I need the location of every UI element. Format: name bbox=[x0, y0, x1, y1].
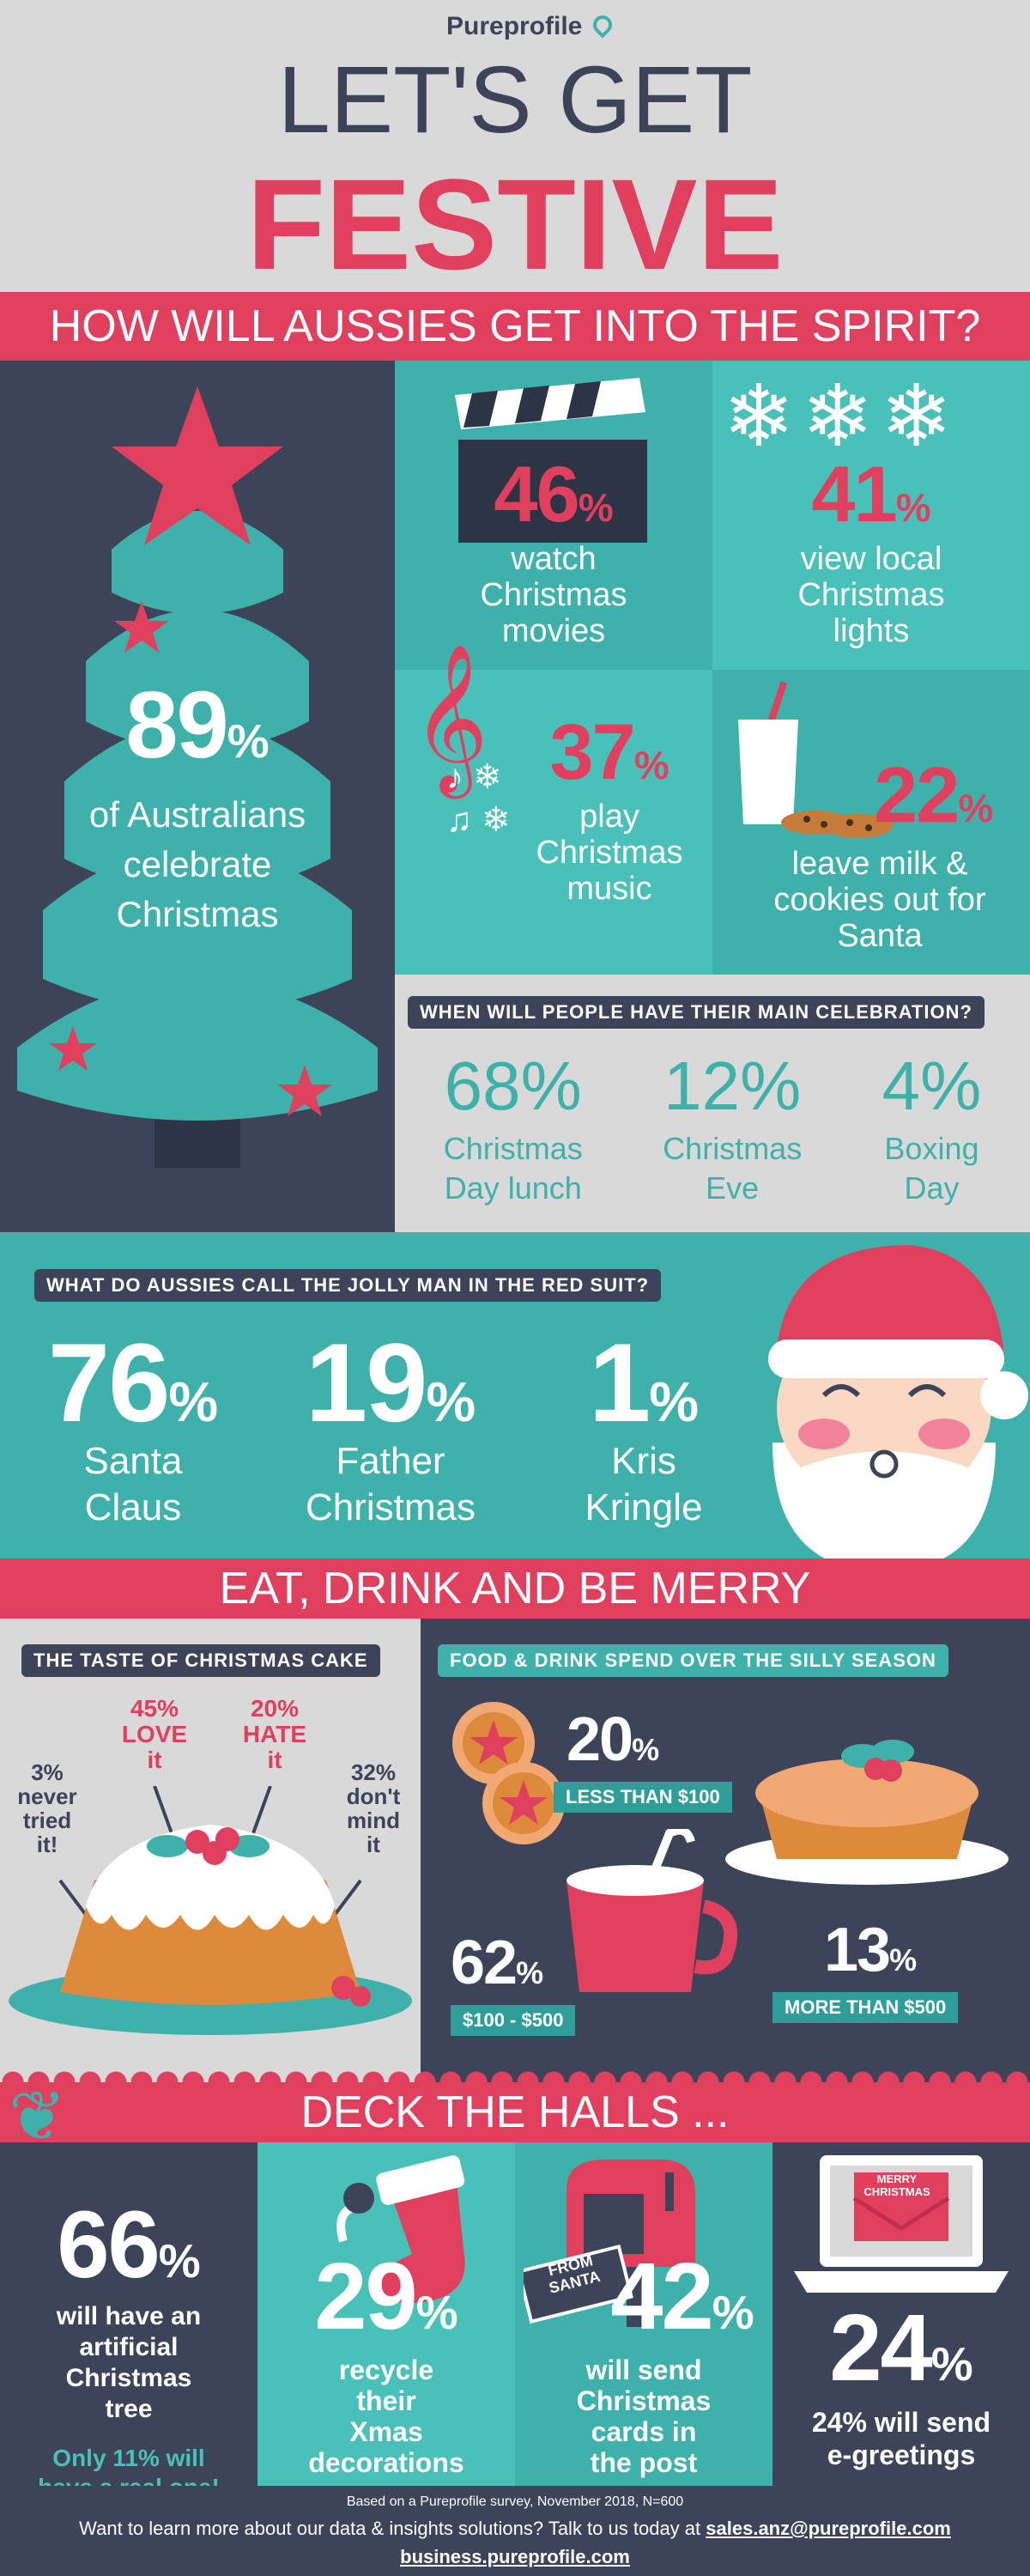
music-pct: 37 bbox=[549, 708, 635, 796]
milk-cookies-icon bbox=[738, 681, 893, 838]
laptop-icon bbox=[794, 2155, 1009, 2293]
brand-name: Pureprofile bbox=[446, 12, 583, 40]
lights-stat: 41% view local Christmas lights bbox=[712, 455, 1030, 649]
recycle-stat: 29% recycle their Xmas decorations bbox=[308, 2244, 464, 2479]
header-line1: LET'S GET bbox=[277, 47, 753, 153]
christmas-tree-icon bbox=[17, 386, 378, 1168]
stocking-icon bbox=[336, 2155, 465, 2303]
pie-dish-icon bbox=[725, 1740, 1009, 1885]
cake-hate-label: 20% HATE it bbox=[242, 1695, 307, 1773]
snowflake-icons: ❄❄❄ bbox=[723, 374, 1023, 459]
lights-text: view local Christmas lights bbox=[797, 541, 945, 649]
footer-url-link[interactable]: business.pureprofile.com bbox=[400, 2546, 630, 2567]
movies-text: watch Christmas movies bbox=[480, 541, 627, 649]
cake-mind-label: 32% don't mind it bbox=[346, 1759, 401, 1857]
music-text: play Christmas music bbox=[536, 799, 683, 907]
spend-62-pct: 62% bbox=[451, 1929, 544, 1997]
celebration-item: 4% Boxing Day bbox=[882, 1048, 982, 1206]
tree-stat-pct: 89 bbox=[125, 672, 228, 778]
celebration-row: 68% Christmas Day lunch 12% Christmas Eve 4%… bbox=[403, 1052, 1021, 1208]
jolly-item: 1% Kris Kringle bbox=[585, 1320, 703, 1528]
hot-chocolate-icon bbox=[566, 1829, 738, 1992]
spend-13-pct: 13% bbox=[824, 1916, 918, 1984]
brand-logo: Pureprofile bbox=[446, 11, 616, 41]
spend-20-pct: 20% bbox=[566, 1705, 660, 1774]
lights-pct: 41 bbox=[811, 451, 897, 538]
footer-cta: Want to learn more about our data & insi… bbox=[0, 2518, 1030, 2540]
deck-banner-text: DECK THE HALLS ... bbox=[300, 2087, 730, 2137]
egreet-stat: 24% 24% will send e-greetings bbox=[811, 2295, 991, 2471]
milk-text: leave milk & cookies out for Santa bbox=[773, 846, 986, 954]
jolly-item: 76% Santa Claus bbox=[47, 1320, 219, 1528]
celebration-title: WHEN WILL PEOPLE HAVE THEIR MAIN CELEBRA… bbox=[408, 996, 985, 1029]
spend-title-text: FOOD & DRINK SPEND OVER THE SILLY SEASON bbox=[438, 1644, 948, 1677]
spend-title: FOOD & DRINK SPEND OVER THE SILLY SEASON bbox=[438, 1644, 948, 1677]
tree-stat: 89% of Australians celebrate Christmas bbox=[52, 678, 343, 939]
location-pin-icon bbox=[589, 11, 616, 39]
cards-stat: 42% will send Christmas cards in the post bbox=[576, 2244, 754, 2479]
holly-icon: ❦ bbox=[9, 2078, 67, 2154]
spend-20-label: LESS THAN $100 bbox=[554, 1782, 732, 1813]
artificial-tree-panel bbox=[0, 2142, 258, 2486]
spend-62-label: $100 - $500 bbox=[451, 2005, 576, 2036]
tree-stat-text: of Australians celebrate Christmas bbox=[88, 794, 306, 934]
jolly-title: WHAT DO AUSSIES CALL THE JOLLY MAN IN TH… bbox=[34, 1269, 662, 1302]
celebration-item: 68% Christmas Day lunch bbox=[443, 1048, 583, 1206]
lights-panel bbox=[712, 361, 1030, 670]
footer-survey: Based on a Pureprofile survey, November … bbox=[346, 2494, 684, 2509]
music-stat: 37% play Christmas music bbox=[506, 713, 712, 907]
milk-pct: 22 bbox=[874, 751, 960, 839]
jolly-item: 19% Father Christmas bbox=[305, 1320, 476, 1528]
cake-title: THE TASTE OF CHRISTMAS CAKE bbox=[21, 1644, 380, 1677]
snowflake-icon: ❄ bbox=[723, 368, 802, 465]
scallop-divider bbox=[0, 2062, 1030, 2082]
celebration-title-text: WHEN WILL PEOPLE HAVE THEIR MAIN CELEBRA… bbox=[408, 996, 985, 1029]
music-notes-icon: ♪ ❄ ♫ ❄ bbox=[446, 758, 511, 839]
eat-banner bbox=[0, 1558, 1030, 1619]
treble-clef-icon: 𝄞 bbox=[412, 645, 488, 789]
mailbox-icon bbox=[524, 2160, 695, 2327]
music-panel bbox=[395, 670, 712, 975]
footer bbox=[0, 2486, 1030, 2576]
milk-stat-pct: 22% bbox=[874, 751, 994, 839]
cake-love-label: 45% LOVE it bbox=[121, 1695, 188, 1773]
cake-title-text: THE TASTE OF CHRISTMAS CAKE bbox=[21, 1644, 380, 1677]
deck-banner bbox=[0, 2082, 1030, 2142]
jolly-row: 76% Santa Claus 19% Father Christmas 1% Kris K… bbox=[34, 1327, 738, 1531]
cake-never-label: 3% never tried it! bbox=[17, 1759, 77, 1857]
snowflake-icon: ❄ bbox=[801, 368, 881, 465]
spirit-banner bbox=[0, 292, 1030, 361]
movies-stat: 46% watch Christmas movies bbox=[395, 455, 712, 649]
spirit-banner-text: HOW WILL AUSSIES GET INTO THE SPIRIT? bbox=[49, 301, 981, 351]
clapperboard-icon bbox=[455, 378, 647, 543]
celebration-item: 12% Christmas Eve bbox=[663, 1048, 803, 1206]
header-line2: FESTIVE bbox=[246, 152, 784, 296]
movies-pct: 46 bbox=[494, 451, 579, 538]
jolly-title-text: WHAT DO AUSSIES CALL THE JOLLY MAN IN TH… bbox=[34, 1269, 662, 1302]
christmas-cake-icon bbox=[9, 1786, 412, 2035]
footer-email-link[interactable]: sales.anz@pureprofile.com bbox=[706, 2518, 951, 2539]
mince-pies-icon bbox=[452, 1702, 565, 1844]
spend-13-label: MORE THAN $500 bbox=[772, 1992, 959, 2023]
snowflake-icon: ❄ bbox=[880, 368, 960, 465]
eat-banner-text: EAT, DRINK AND BE MERRY bbox=[219, 1564, 811, 1613]
laptop-label: MERRY CHRISTMAS bbox=[863, 2172, 930, 2198]
artificial-tree-stat: 66% will have an artificial Christmas tree … bbox=[38, 2192, 220, 2501]
footer-cta-text: Want to learn more about our data & insi… bbox=[79, 2518, 701, 2539]
santa-face-icon bbox=[768, 1245, 1028, 1571]
